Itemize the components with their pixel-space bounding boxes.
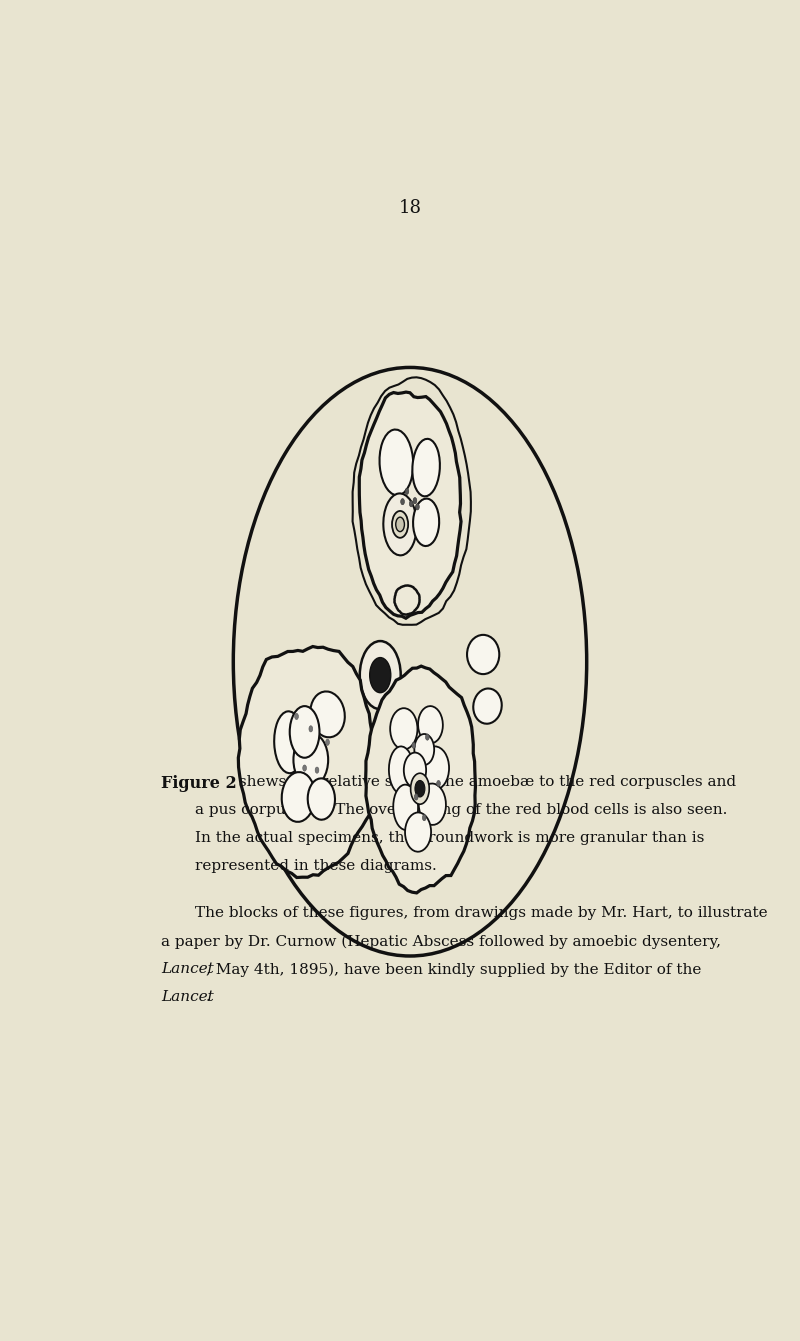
- Text: represented in these diagrams.: represented in these diagrams.: [195, 860, 437, 873]
- Ellipse shape: [383, 493, 417, 555]
- Circle shape: [302, 764, 306, 771]
- Text: Lancet: Lancet: [161, 990, 214, 1004]
- Circle shape: [410, 500, 413, 507]
- Ellipse shape: [290, 707, 319, 758]
- Text: Figure 2: Figure 2: [161, 775, 237, 793]
- Ellipse shape: [390, 708, 418, 750]
- Circle shape: [360, 641, 401, 709]
- Circle shape: [392, 511, 408, 538]
- Circle shape: [405, 488, 409, 495]
- Text: In the actual specimens, the groundwork is more granular than is: In the actual specimens, the groundwork …: [195, 831, 704, 845]
- Circle shape: [309, 725, 313, 732]
- Circle shape: [422, 814, 426, 821]
- Text: , May 4th, 1895), have been kindly supplied by the Editor of the: , May 4th, 1895), have been kindly suppl…: [206, 963, 702, 976]
- Ellipse shape: [467, 634, 499, 675]
- Circle shape: [426, 734, 430, 740]
- Text: Lancet: Lancet: [161, 963, 214, 976]
- Ellipse shape: [421, 747, 449, 790]
- Circle shape: [396, 518, 405, 531]
- Text: a pus corpuscle.   The overlapping of the red blood cells is also seen.: a pus corpuscle. The overlapping of the …: [195, 803, 727, 817]
- Ellipse shape: [389, 747, 414, 794]
- Circle shape: [415, 780, 425, 797]
- Circle shape: [437, 780, 440, 787]
- Circle shape: [326, 739, 330, 746]
- Ellipse shape: [413, 499, 439, 546]
- Polygon shape: [238, 646, 379, 877]
- Ellipse shape: [310, 692, 345, 738]
- Circle shape: [414, 794, 418, 801]
- Text: The blocks of these figures, from drawings made by Mr. Hart, to illustrate: The blocks of these figures, from drawin…: [195, 907, 767, 920]
- Ellipse shape: [414, 734, 434, 764]
- Ellipse shape: [282, 772, 315, 822]
- Circle shape: [410, 774, 430, 805]
- Circle shape: [401, 499, 405, 504]
- Text: shews the relative size of the amoebæ to the red corpuscles and: shews the relative size of the amoebæ to…: [234, 775, 736, 790]
- Ellipse shape: [274, 711, 304, 774]
- Ellipse shape: [394, 784, 418, 830]
- Text: a paper by Dr. Curnow (Hepatic Abscess followed by amoebic dysentery,: a paper by Dr. Curnow (Hepatic Abscess f…: [161, 935, 721, 948]
- Circle shape: [413, 498, 417, 504]
- Polygon shape: [359, 392, 461, 618]
- Polygon shape: [394, 586, 419, 614]
- Circle shape: [412, 743, 415, 748]
- Ellipse shape: [412, 439, 440, 496]
- Ellipse shape: [294, 734, 328, 787]
- Text: 18: 18: [398, 198, 422, 217]
- Circle shape: [315, 767, 319, 774]
- Polygon shape: [366, 666, 475, 893]
- Ellipse shape: [404, 752, 426, 787]
- Circle shape: [415, 504, 419, 510]
- Ellipse shape: [405, 813, 431, 852]
- Ellipse shape: [418, 707, 443, 743]
- Ellipse shape: [418, 783, 446, 825]
- Ellipse shape: [474, 688, 502, 724]
- Text: .: .: [206, 990, 210, 1004]
- Ellipse shape: [379, 429, 414, 495]
- Circle shape: [370, 657, 390, 693]
- Ellipse shape: [308, 778, 335, 819]
- Circle shape: [294, 713, 298, 720]
